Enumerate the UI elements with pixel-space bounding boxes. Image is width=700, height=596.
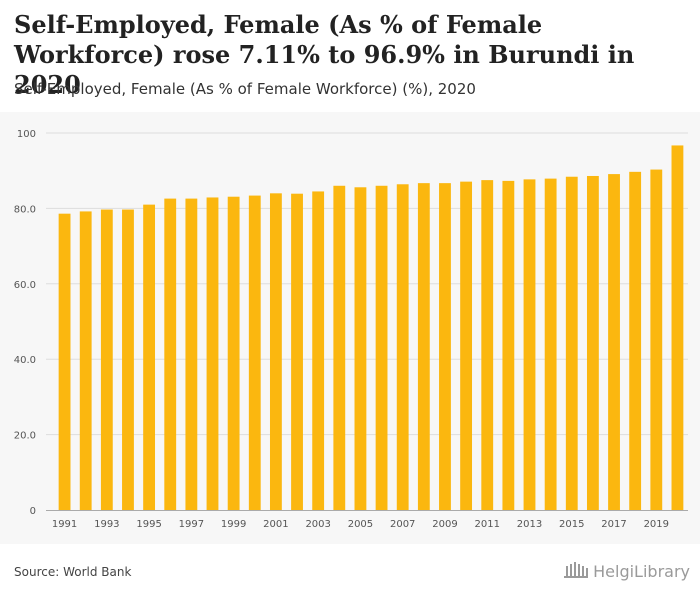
x-tick-label: 2013 [517, 519, 542, 530]
bar-1998[interactable] [206, 197, 219, 511]
x-tick-label: 1993 [94, 519, 119, 530]
y-tick-label: 100 [17, 129, 36, 140]
x-tick-label: 1991 [52, 519, 77, 530]
x-tick-label: 2019 [644, 519, 669, 530]
bar-2016[interactable] [586, 175, 599, 510]
chart-header: Self-Employed, Female (As % of Female Wo… [0, 0, 700, 112]
y-tick-label: 0 [30, 506, 36, 517]
bar-1992[interactable] [79, 211, 92, 510]
x-tick-label: 1995 [136, 519, 161, 530]
bar-2013[interactable] [523, 179, 536, 510]
bar-chart: 0 20.0 40.0 60.0 80.0 100 1991 1993 1995 1997 1999… [14, 129, 688, 530]
y-tick-label: 80.0 [14, 204, 36, 215]
x-tick-label: 2001 [263, 519, 288, 530]
bar-2019[interactable] [650, 169, 663, 510]
bar-2002[interactable] [291, 193, 303, 510]
bar-2012[interactable] [502, 180, 515, 510]
bar-2010[interactable] [460, 181, 473, 510]
bar-1994[interactable] [122, 209, 134, 510]
bar-2020[interactable] [671, 145, 684, 511]
library-building-icon [563, 560, 589, 582]
bar-2008[interactable] [417, 183, 430, 511]
x-tick-label: 2017 [601, 519, 626, 530]
y-tick-label: 60.0 [14, 280, 36, 291]
source-note: Source: World Bank [14, 565, 132, 579]
bar-2004[interactable] [333, 185, 346, 510]
x-tick-label: 2003 [305, 519, 330, 530]
bar-1995[interactable] [143, 204, 156, 510]
x-tick-label: 2007 [390, 519, 415, 530]
chart-title: Self-Employed, Female (As % of Female Wo… [14, 10, 635, 99]
bar-2001[interactable] [269, 193, 282, 510]
helgilibrary-logo[interactable]: HelgiLibrary [563, 560, 690, 582]
x-tick-label: 1999 [221, 519, 246, 530]
logo-text: HelgiLibrary [593, 561, 690, 581]
bar-1996[interactable] [164, 198, 177, 510]
bar-2011[interactable] [481, 180, 494, 510]
chart-subtitle: Self-Employed, Female (As % of Female Wo… [14, 80, 476, 98]
bar-2005[interactable] [354, 187, 367, 510]
plot-area [0, 112, 700, 544]
bar-2000[interactable] [248, 195, 261, 510]
y-tick-label: 20.0 [14, 431, 36, 442]
bar-2007[interactable] [396, 184, 409, 510]
x-tick-label: 1997 [179, 519, 204, 530]
x-tick-label: 2009 [432, 519, 457, 530]
bar-2014[interactable] [544, 178, 557, 510]
bar-1991[interactable] [58, 213, 71, 511]
bar-2015[interactable] [565, 176, 578, 510]
bar-1997[interactable] [185, 198, 198, 510]
x-tick-label: 2015 [559, 519, 584, 530]
bar-2009[interactable] [439, 183, 451, 511]
bar-2003[interactable] [312, 191, 325, 510]
x-tick-label: 2005 [348, 519, 373, 530]
x-tick-label: 2011 [475, 519, 500, 530]
bar-2017[interactable] [608, 174, 620, 510]
bar-1999[interactable] [227, 196, 240, 510]
bar-2018[interactable] [629, 171, 642, 510]
bar-2006[interactable] [375, 185, 388, 510]
y-tick-label: 40.0 [14, 355, 36, 366]
bar-1993[interactable] [100, 209, 113, 510]
